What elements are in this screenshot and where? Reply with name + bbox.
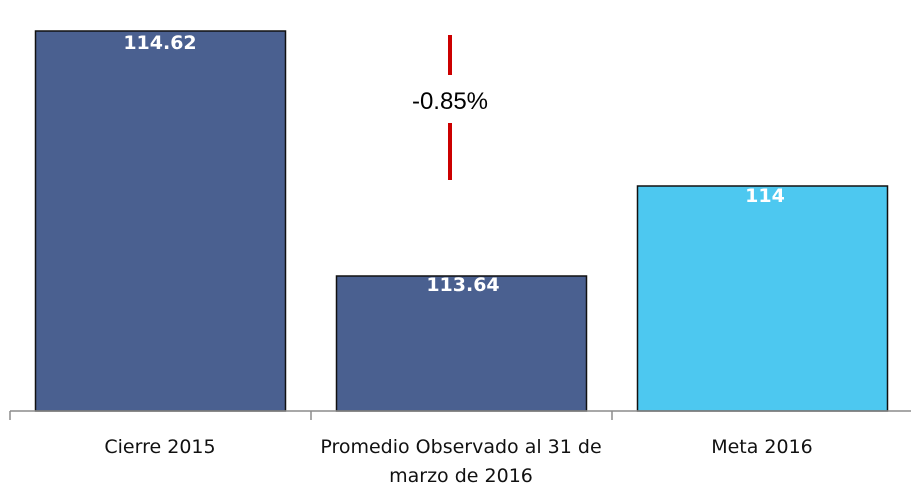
data-label-meta-2016: 114 bbox=[745, 185, 785, 207]
data-label-cierre-2015: 114.62 bbox=[123, 32, 197, 54]
bar-cierre-2015 bbox=[34, 30, 287, 412]
category-label-promedio-observado: Promedio Observado al 31 de marzo de 201… bbox=[320, 436, 602, 487]
category-label-cierre-2015: Cierre 2015 bbox=[104, 436, 216, 458]
data-label-promedio-observado: 113.64 bbox=[426, 274, 500, 296]
category-label-meta-2016: Meta 2016 bbox=[711, 436, 813, 458]
bar-promedio-observado bbox=[335, 275, 588, 412]
bars-layer bbox=[34, 30, 889, 412]
percent-change-annotation: -0.85% bbox=[411, 88, 489, 115]
bar-meta-2016 bbox=[636, 185, 889, 412]
